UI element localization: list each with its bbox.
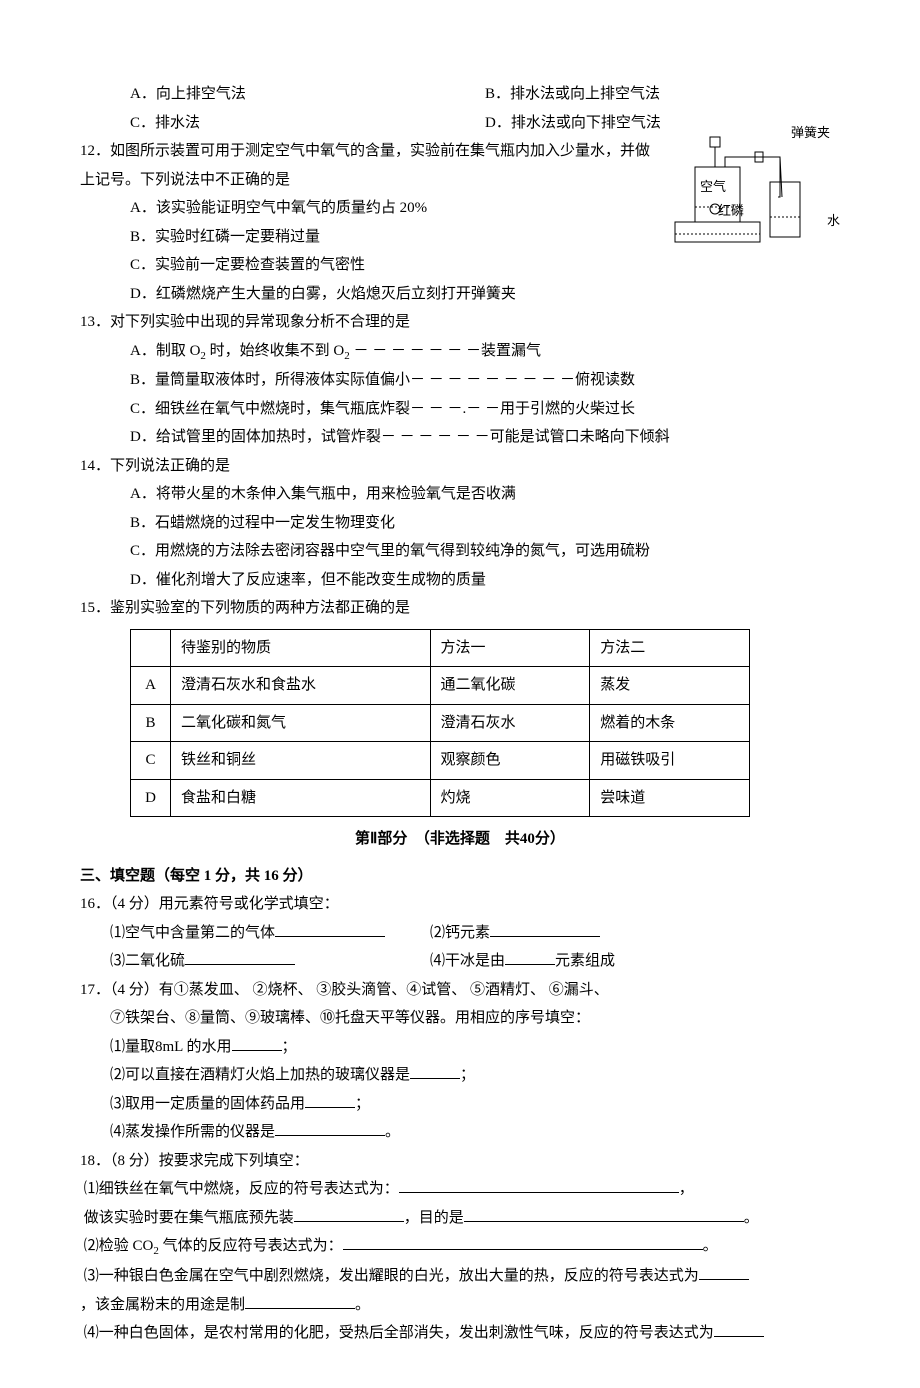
table-header-row: 待鉴别的物质 方法一 方法二 xyxy=(131,629,750,667)
q12-opt-d: D．红磷燃烧产生大量的白雾，火焰熄灭后立刻打开弹簧夹 xyxy=(130,280,840,309)
q14-opt-c: C．用燃烧的方法除去密闭容器中空气里的氧气得到较纯净的氮气，可选用硫粉 xyxy=(130,537,840,566)
blank[interactable] xyxy=(699,1262,749,1280)
q15: 15．鉴别实验室的下列物质的两种方法都正确的是 待鉴别的物质 方法一 方法二 A… xyxy=(80,594,840,817)
th-method1: 方法一 xyxy=(430,629,590,667)
q18-s4: ⑷一种白色固体，是农村常用的化肥，受热后全部消失，发出刺激性气味，反应的符号表达… xyxy=(80,1319,840,1348)
q14-opt-b: B．石蜡燃烧的过程中一定发生物理变化 xyxy=(130,509,840,538)
q11-opt-a: A．向上排空气法 xyxy=(130,80,485,109)
blank[interactable] xyxy=(275,919,385,937)
q17: 17．（4 分）有①蒸发皿、 ②烧杯、 ③胶头滴管、④试管、 ⑤酒精灯、 ⑥漏斗… xyxy=(80,976,840,1147)
q13-opt-d: D．给试管里的固体加热时，试管炸裂－ － － － － －可能是试管口未略向下倾斜 xyxy=(130,423,840,452)
blank[interactable] xyxy=(714,1319,764,1337)
table-row: B 二氧化碳和氮气 澄清石灰水 燃着的木条 xyxy=(131,704,750,742)
blank[interactable] xyxy=(490,919,600,937)
q17-s2: ⑵可以直接在酒精灯火焰上加热的玻璃仪器是； xyxy=(110,1061,840,1090)
q17-stem2: ⑦铁架台、⑧量筒、⑨玻璃棒、⑩托盘天平等仪器。用相应的序号填空： xyxy=(110,1004,840,1033)
q18-s2: ⑵检验 CO2 气体的反应符号表达式为：。 xyxy=(80,1232,840,1262)
q12: 弹簧夹 空气 红磷 水 12．如图所示装置可用于测定空气中氧气的含量，实验前在集… xyxy=(80,137,840,308)
th-substance: 待鉴别的物质 xyxy=(171,629,431,667)
blank[interactable] xyxy=(185,947,295,965)
q14-stem: 14．下列说法正确的是 xyxy=(80,452,840,481)
q18-s3b: ，该金属粉末的用途是制。 xyxy=(80,1291,840,1320)
section3-header: 三、填空题（每空 1 分，共 16 分） xyxy=(80,862,840,891)
q15-table: 待鉴别的物质 方法一 方法二 A 澄清石灰水和食盐水 通二氧化碳 蒸发 B 二氧… xyxy=(130,629,750,818)
q18-stem: 18．（8 分）按要求完成下列填空： xyxy=(80,1147,840,1176)
q16-line1: ⑴空气中含量第二的气体 ⑵钙元素 xyxy=(110,919,840,948)
label-water: 水 xyxy=(827,209,840,234)
q17-s1: ⑴量取8mL 的水用； xyxy=(110,1033,840,1062)
blank[interactable] xyxy=(245,1291,355,1309)
q17-s3: ⑶取用一定质量的固体药品用； xyxy=(110,1090,840,1119)
label-red: 红磷 xyxy=(718,199,744,224)
table-row: A 澄清石灰水和食盐水 通二氧化碳 蒸发 xyxy=(131,667,750,705)
q18-s1: ⑴细铁丝在氧气中燃烧，反应的符号表达式为：， xyxy=(80,1175,840,1204)
q17-stem: 17．（4 分）有①蒸发皿、 ②烧杯、 ③胶头滴管、④试管、 ⑤酒精灯、 ⑥漏斗… xyxy=(80,976,840,1005)
label-spring: 弹簧夹 xyxy=(791,121,830,146)
q16-line2: ⑶二氧化硫 ⑷干冰是由元素组成 xyxy=(110,947,840,976)
table-row: C 铁丝和铜丝 观察颜色 用磁铁吸引 xyxy=(131,742,750,780)
q11-opt-b: B．排水法或向上排空气法 xyxy=(485,80,840,109)
q13: 13．对下列实验中出现的异常现象分析不合理的是 A．制取 O2 时，始终收集不到… xyxy=(80,308,840,452)
q16: 16．（4 分）用元素符号或化学式填空： ⑴空气中含量第二的气体 ⑵钙元素 ⑶二… xyxy=(80,890,840,976)
blank[interactable] xyxy=(294,1204,404,1222)
th-blank xyxy=(131,629,171,667)
blank[interactable] xyxy=(305,1090,355,1108)
q18: 18．（8 分）按要求完成下列填空： ⑴细铁丝在氧气中燃烧，反应的符号表达式为：… xyxy=(80,1147,840,1348)
q13-opt-c: C．细铁丝在氧气中燃烧时，集气瓶底炸裂－ － －.－ －用于引燃的火柴过长 xyxy=(130,395,840,424)
blank[interactable] xyxy=(275,1118,385,1136)
q14-opt-d: D．催化剂增大了反应速率，但不能改变生成物的质量 xyxy=(130,566,840,595)
blank[interactable] xyxy=(505,947,555,965)
blank[interactable] xyxy=(464,1204,744,1222)
th-method2: 方法二 xyxy=(590,629,750,667)
label-air: 空气 xyxy=(700,175,726,200)
blank[interactable] xyxy=(410,1061,460,1079)
q15-stem: 15．鉴别实验室的下列物质的两种方法都正确的是 xyxy=(80,594,840,623)
q16-stem: 16．（4 分）用元素符号或化学式填空： xyxy=(80,890,840,919)
q18-s3: ⑶一种银白色金属在空气中剧烈燃烧，发出耀眼的白光，放出大量的热，反应的符号表达式… xyxy=(80,1262,840,1291)
blank[interactable] xyxy=(343,1232,703,1250)
q11-options-row1: A．向上排空气法 B．排水法或向上排空气法 xyxy=(130,80,840,109)
q14-opt-a: A．将带火星的木条伸入集气瓶中，用来检验氧气是否收满 xyxy=(130,480,840,509)
blank[interactable] xyxy=(232,1033,282,1051)
q12-opt-c: C．实验前一定要检查装置的气密性 xyxy=(130,251,840,280)
q12-diagram: 弹簧夹 空气 红磷 水 xyxy=(670,127,840,247)
q18-s1b: 做该实验时要在集气瓶底预先装，目的是。 xyxy=(80,1204,840,1233)
part2-header: 第Ⅱ部分 （非选择题 共40分） xyxy=(80,825,840,854)
q13-stem: 13．对下列实验中出现的异常现象分析不合理的是 xyxy=(80,308,840,337)
q11-opt-c: C．排水法 xyxy=(130,109,485,138)
q17-s4: ⑷蒸发操作所需的仪器是。 xyxy=(110,1118,840,1147)
blank[interactable] xyxy=(399,1175,679,1193)
table-row: D 食盐和白糖 灼烧 尝味道 xyxy=(131,779,750,817)
q14: 14．下列说法正确的是 A．将带火星的木条伸入集气瓶中，用来检验氧气是否收满 B… xyxy=(80,452,840,595)
q13-opt-a: A．制取 O2 时，始终收集不到 O2 － － － － － － －装置漏气 xyxy=(130,337,840,367)
q13-opt-b: B．量筒量取液体时，所得液体实际值偏小－ － － － － － － － －俯视读数 xyxy=(130,366,840,395)
